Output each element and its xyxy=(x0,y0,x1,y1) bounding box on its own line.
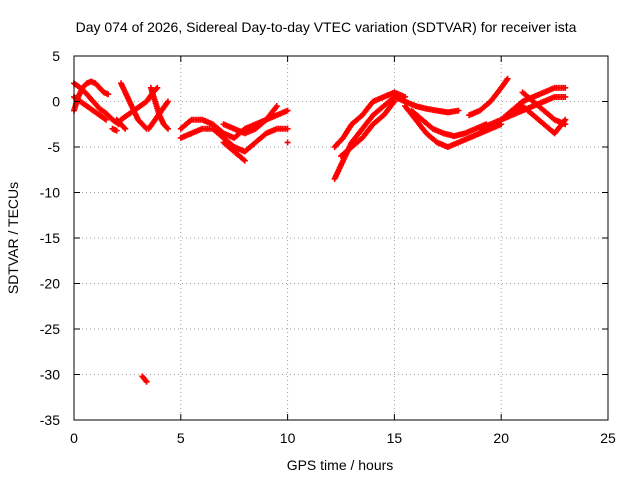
data-point xyxy=(154,84,161,91)
data-point xyxy=(113,127,120,134)
x-axis-label: GPS time / hours xyxy=(287,457,394,473)
data-point xyxy=(284,125,291,132)
data-point xyxy=(284,139,291,146)
series-sat-p xyxy=(331,89,409,150)
data-point xyxy=(284,107,291,114)
data-point xyxy=(391,98,398,105)
data-point xyxy=(122,125,129,132)
data-point xyxy=(143,378,150,385)
data-point xyxy=(163,124,170,131)
y-tick-label: -5 xyxy=(48,139,61,155)
y-tick-label: 0 xyxy=(52,94,60,110)
data-point xyxy=(103,116,110,123)
data-point xyxy=(164,125,171,132)
series-sat-y xyxy=(519,89,569,128)
y-tick-label: -10 xyxy=(40,185,60,201)
data-point xyxy=(562,121,569,128)
y-tick-label: -25 xyxy=(40,321,60,337)
series-sat-r xyxy=(402,98,462,116)
data-point xyxy=(562,93,569,100)
series-sat-u xyxy=(466,75,511,119)
data-points xyxy=(71,75,569,385)
y-axis-label: SDTVAR / TECUs xyxy=(5,182,21,294)
series-sat-x xyxy=(508,103,569,137)
series-sat-z xyxy=(139,373,150,385)
y-tick-label: -20 xyxy=(40,276,60,292)
series-sat-l xyxy=(220,103,280,137)
data-point xyxy=(504,75,511,82)
series-sat-k xyxy=(177,125,291,155)
x-tick-label: 15 xyxy=(387,430,403,446)
series-sat-t xyxy=(408,107,490,140)
series-sat-g xyxy=(145,98,171,132)
y-tick-labels: 5 0 -5 -10 -15 -20 -25 -30 -35 xyxy=(40,48,60,428)
data-point xyxy=(273,103,280,110)
series-sat-i xyxy=(109,125,120,134)
data-point xyxy=(562,84,569,91)
x-tick-label: 10 xyxy=(280,430,296,446)
y-tick-label: 5 xyxy=(52,48,60,64)
y-tick-label: -15 xyxy=(40,230,60,246)
data-point xyxy=(105,91,112,98)
series-sat-q xyxy=(338,98,398,160)
axis-ticks xyxy=(73,55,609,421)
y-tick-label: -30 xyxy=(40,367,60,383)
series-sat-m xyxy=(220,139,248,164)
data-point xyxy=(164,98,171,105)
x-tick-label: 20 xyxy=(493,430,509,446)
series-sat-h xyxy=(113,116,129,132)
series-sat-c xyxy=(71,93,110,123)
data-point xyxy=(455,107,462,114)
series-sat-b xyxy=(71,80,122,128)
x-tick-labels: 0 5 10 15 20 25 xyxy=(70,430,616,446)
data-point xyxy=(241,157,248,164)
x-tick-label: 5 xyxy=(177,430,185,446)
series-sat-n xyxy=(284,139,291,146)
y-tick-label: -35 xyxy=(40,412,60,428)
data-point xyxy=(121,124,128,131)
x-tick-label: 25 xyxy=(600,430,616,446)
chart-title: Day 074 of 2026, Sidereal Day-to-day VTE… xyxy=(76,19,577,35)
x-tick-label: 0 xyxy=(70,430,78,446)
